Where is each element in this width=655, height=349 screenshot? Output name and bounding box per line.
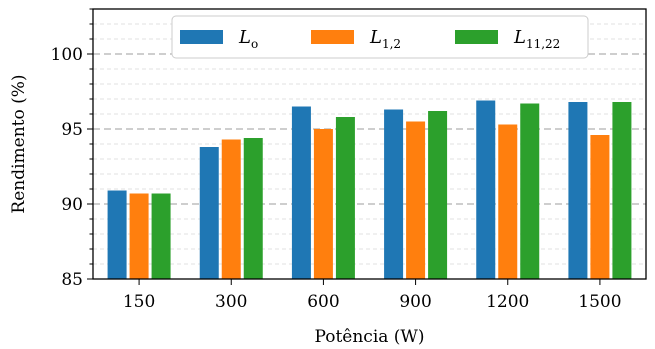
bar <box>335 117 355 279</box>
bar <box>107 190 127 279</box>
bar <box>590 135 610 279</box>
bar <box>406 121 426 279</box>
bar <box>384 109 404 279</box>
bar <box>129 193 149 279</box>
bar <box>243 138 263 279</box>
legend-swatch <box>311 30 354 44</box>
bar <box>520 103 540 279</box>
y-axis: 85 90 95 100 <box>51 8 93 290</box>
y-tick-label: 100 <box>51 45 83 65</box>
legend: Lo L1,2 L11,22 <box>171 15 589 59</box>
x-tick-label: 1500 <box>578 292 621 312</box>
bar <box>498 124 518 279</box>
bars <box>107 100 632 279</box>
x-axis: 150 300 600 900 1200 1500 <box>123 279 622 312</box>
y-axis-label: Rendimento (%) <box>9 74 29 213</box>
y-tick-label: 85 <box>61 270 83 290</box>
x-tick-label: 600 <box>307 292 339 312</box>
bar <box>428 111 448 279</box>
bar <box>568 102 588 279</box>
x-axis-label: Potência (W) <box>314 327 424 347</box>
bar <box>313 129 333 279</box>
bar <box>151 193 171 279</box>
legend-label: L11,22 <box>513 27 560 51</box>
legend-swatch <box>455 30 498 44</box>
bar <box>221 139 241 279</box>
bar <box>291 106 311 279</box>
legend-swatch <box>180 30 223 44</box>
bar <box>612 102 632 279</box>
grid-lines <box>93 23 646 265</box>
y-tick-label: 95 <box>61 120 83 140</box>
x-tick-label: 300 <box>215 292 247 312</box>
x-tick-label: 150 <box>123 292 155 312</box>
legend-label: L1,2 <box>369 27 401 51</box>
x-tick-label: 900 <box>399 292 431 312</box>
legend-label: Lo <box>238 27 258 51</box>
x-tick-label: 1200 <box>486 292 529 312</box>
y-tick-label: 90 <box>61 195 83 215</box>
bar <box>199 147 219 279</box>
legend-box <box>171 15 589 59</box>
bar <box>476 100 496 279</box>
